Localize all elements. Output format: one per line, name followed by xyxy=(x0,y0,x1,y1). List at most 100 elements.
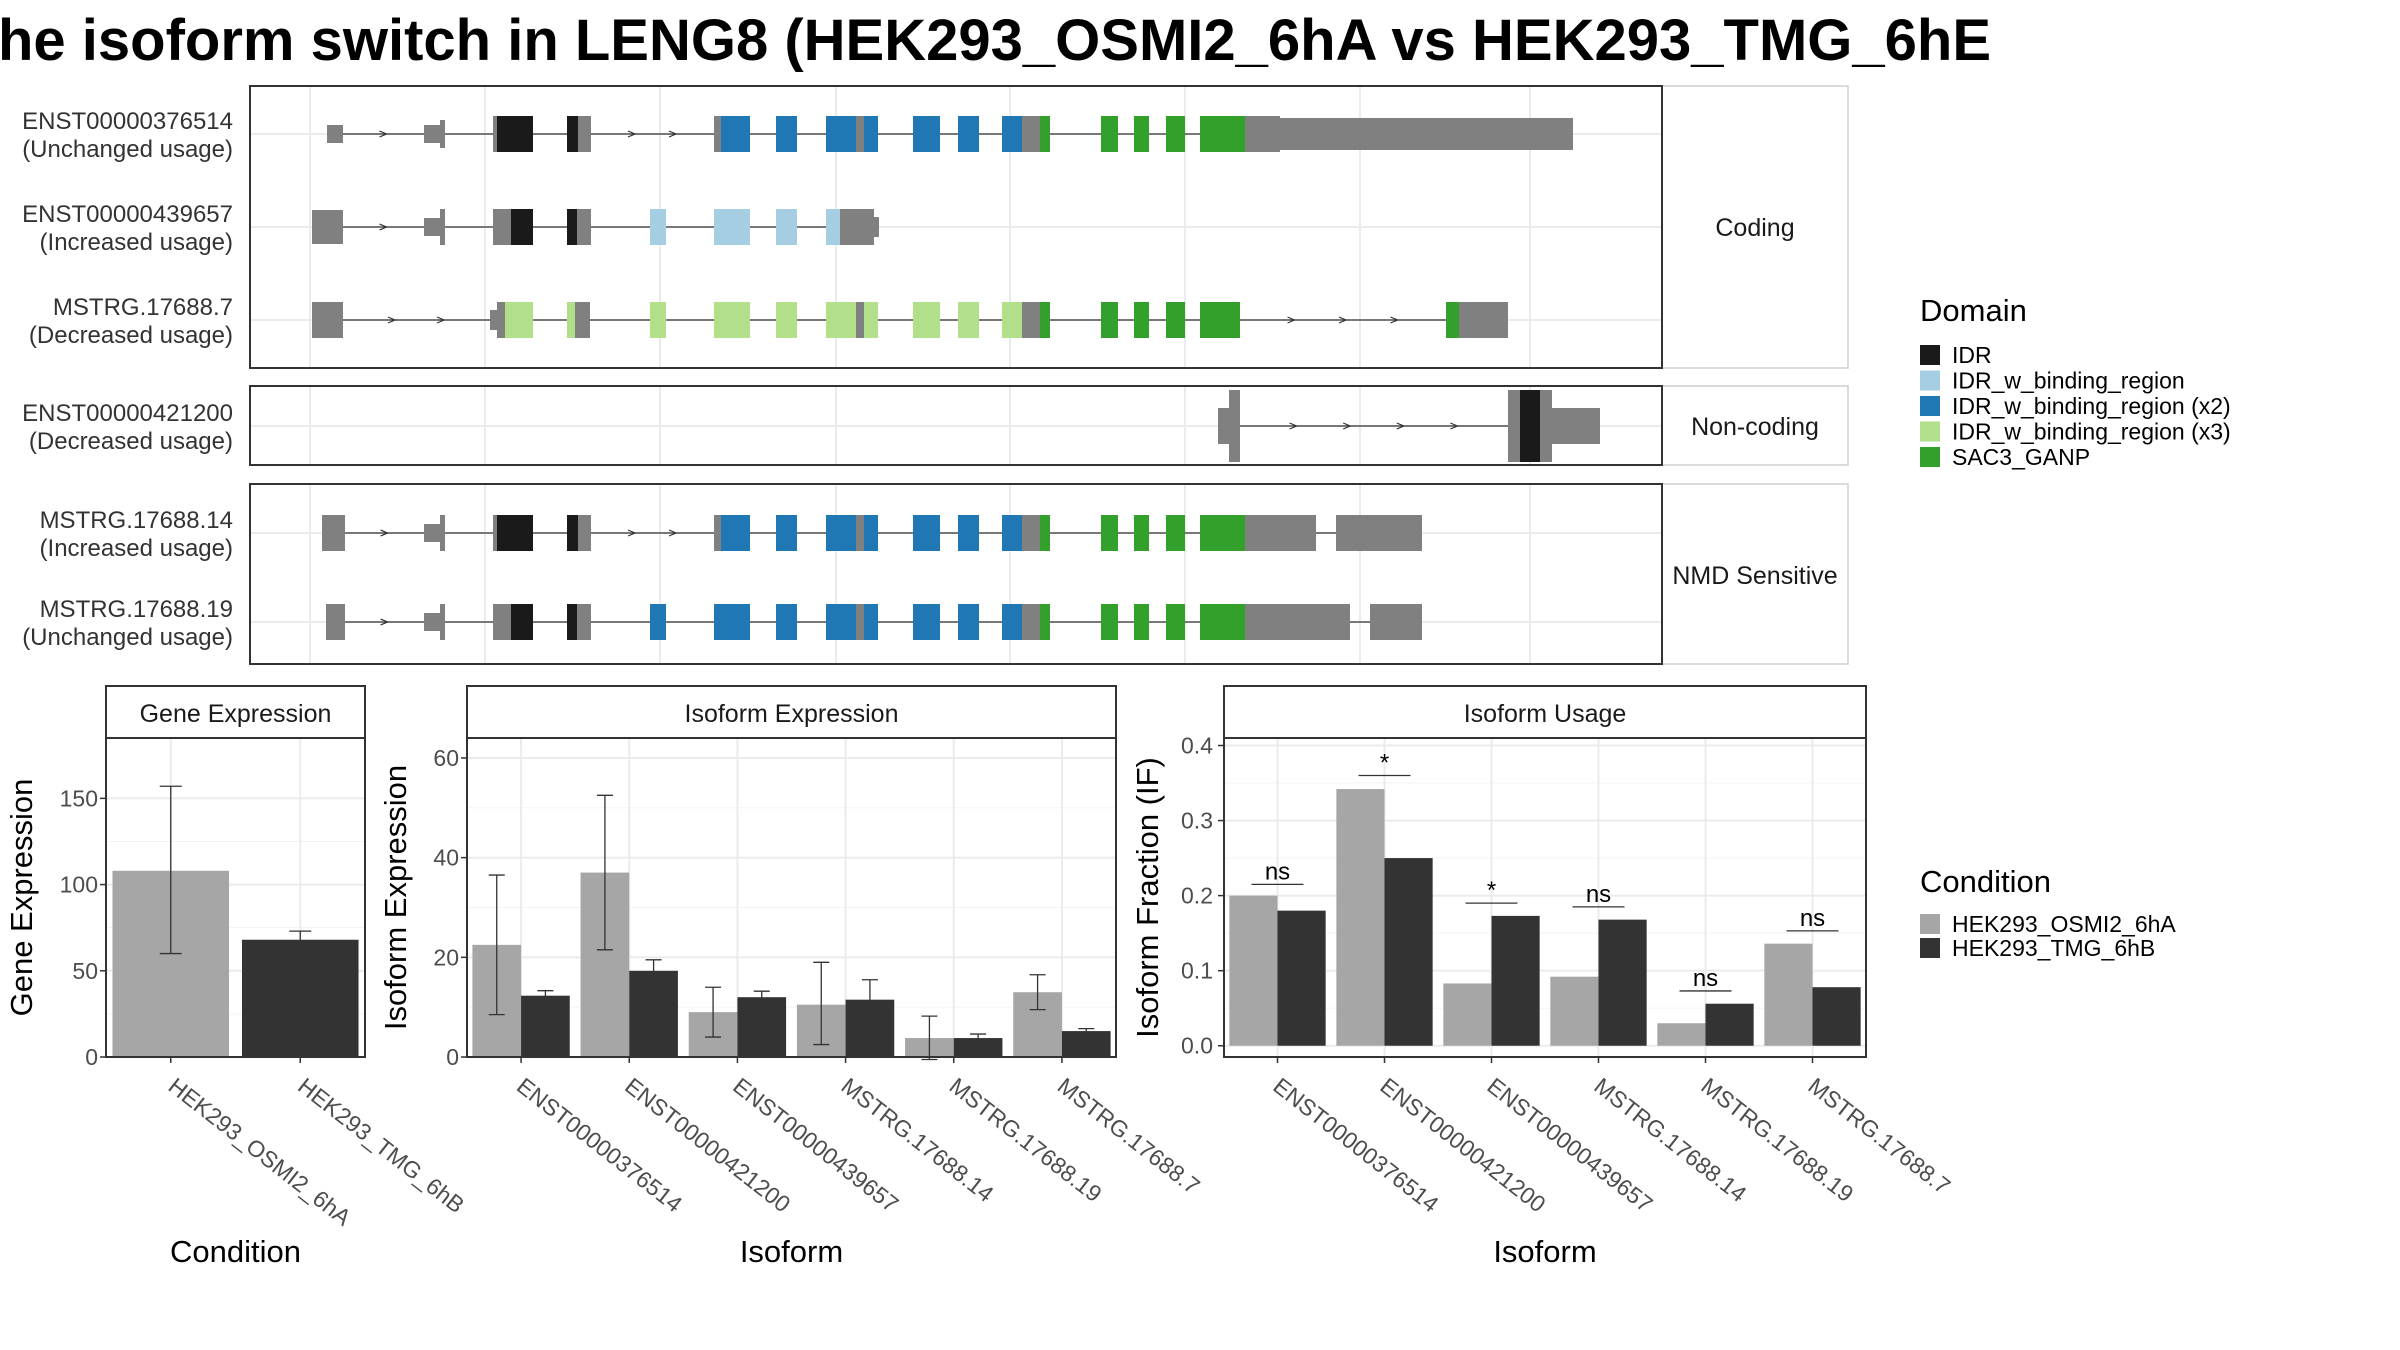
intron-arrow xyxy=(1289,422,1299,430)
exon-block xyxy=(1022,604,1040,640)
exon-block xyxy=(577,604,591,640)
exon-block xyxy=(650,209,666,245)
panel-title: Isoform Expression xyxy=(685,700,899,728)
exon-block xyxy=(1002,302,1022,338)
exon-block xyxy=(826,209,840,245)
exon-block xyxy=(1101,515,1118,551)
y-tick-label: 0.1 xyxy=(1181,958,1213,984)
structure-group-label: Coding xyxy=(1715,214,1794,242)
exon-block xyxy=(856,116,864,152)
bar-charts: 050100150HEK293_OSMI2_6hAHEK293_TMG_6hBG… xyxy=(4,685,1955,1269)
intron-arrow xyxy=(1338,316,1348,324)
exon-block xyxy=(1166,604,1185,640)
significance-label: * xyxy=(1380,750,1389,777)
exon-block xyxy=(497,116,533,152)
isoform-usage-label: (Decreased usage) xyxy=(29,322,233,349)
condition-legend-key xyxy=(1920,938,1940,958)
bar xyxy=(1443,983,1492,1046)
bar xyxy=(1598,919,1647,1046)
exon-block xyxy=(511,604,533,640)
exon-block xyxy=(958,604,979,640)
intron-arrow xyxy=(627,529,637,537)
bar xyxy=(953,1038,1003,1057)
isoform-id-label: ENST00000439657 xyxy=(22,201,233,228)
exon-block xyxy=(870,217,879,237)
bar xyxy=(1384,858,1433,1046)
y-tick-label: 0.3 xyxy=(1181,808,1213,834)
exon-block xyxy=(1473,302,1508,338)
isoform-id-label: MSTRG.17688.7 xyxy=(53,294,233,321)
exon-block xyxy=(1101,604,1118,640)
y-tick-label: 40 xyxy=(433,845,459,871)
exon-block xyxy=(567,515,578,551)
intron-arrow xyxy=(627,130,637,138)
bar xyxy=(1277,910,1326,1046)
intron-arrow xyxy=(380,618,390,626)
bar xyxy=(1491,915,1540,1046)
isoform-id-label: MSTRG.17688.14 xyxy=(40,507,233,534)
domain-legend-label: IDR xyxy=(1952,342,1992,368)
exon-block xyxy=(1166,302,1185,338)
intron-arrow xyxy=(380,529,390,537)
bar-chart-panel: 0.00.10.20.30.4ENST00000376514ENST000004… xyxy=(1130,685,1955,1269)
exon-block xyxy=(1002,116,1022,152)
intron-arrow xyxy=(379,130,389,138)
exon-block xyxy=(1166,116,1185,152)
exon-block xyxy=(1002,515,1022,551)
y-tick-label: 150 xyxy=(60,785,98,811)
bar xyxy=(629,970,678,1057)
exon-block xyxy=(511,209,533,245)
exon-block xyxy=(1446,302,1459,338)
intron-arrow xyxy=(1287,316,1297,324)
exon-block xyxy=(958,302,979,338)
exon-block xyxy=(567,209,577,245)
exon-block xyxy=(1166,515,1185,551)
exon-block xyxy=(714,604,750,640)
exon-block xyxy=(856,515,864,551)
y-tick-label: 20 xyxy=(433,944,459,970)
domain-legend-key xyxy=(1920,396,1940,416)
exon-block xyxy=(312,210,343,244)
x-axis-title: Condition xyxy=(170,1234,301,1269)
y-tick-label: 0.0 xyxy=(1181,1033,1213,1059)
exon-block xyxy=(1245,515,1280,551)
structure-group-label: NMD Sensitive xyxy=(1672,562,1837,590)
exon-block xyxy=(776,604,797,640)
y-tick-label: 50 xyxy=(72,958,98,984)
exon-block xyxy=(424,218,445,236)
exon-block xyxy=(1459,302,1473,338)
structure-panel-border xyxy=(249,85,1663,369)
exon-block xyxy=(424,125,445,143)
exon-block xyxy=(826,302,856,338)
exon-block xyxy=(1134,515,1149,551)
isoform-usage-label: (Unchanged usage) xyxy=(22,624,233,651)
domain-legend-label: IDR_w_binding_region (x3) xyxy=(1952,419,2231,445)
bar-chart-panel: 0204060ENST00000376514ENST00000421200ENS… xyxy=(378,685,1205,1269)
exon-block xyxy=(567,302,578,338)
exon-block xyxy=(1002,604,1022,640)
exon-block xyxy=(826,604,856,640)
exon-block xyxy=(575,302,590,338)
isoform-id-label: ENST00000376514 xyxy=(22,108,233,135)
exon-block xyxy=(826,515,856,551)
exon-block xyxy=(776,116,797,152)
exon-block xyxy=(776,515,797,551)
exon-block xyxy=(958,116,979,152)
intron-arrow xyxy=(436,316,446,324)
domain-legend-key xyxy=(1920,447,1940,467)
intron-arrow xyxy=(387,316,397,324)
exon-block xyxy=(913,302,940,338)
exon-block xyxy=(826,116,856,152)
intron-arrow xyxy=(1450,422,1459,430)
strip-background xyxy=(105,685,366,739)
panel-title: Isoform Usage xyxy=(1464,700,1627,728)
condition-legend-label: HEK293_TMG_6hB xyxy=(1952,935,2155,961)
bar xyxy=(241,939,359,1057)
isoform-id-label: ENST00000421200 xyxy=(22,400,233,427)
exon-block xyxy=(1040,302,1050,338)
x-axis-title: Isoform xyxy=(1493,1234,1596,1269)
significance-label: ns xyxy=(1265,858,1290,885)
exon-block xyxy=(1280,118,1573,150)
exon-block xyxy=(326,604,345,640)
exon-block xyxy=(1200,604,1245,640)
